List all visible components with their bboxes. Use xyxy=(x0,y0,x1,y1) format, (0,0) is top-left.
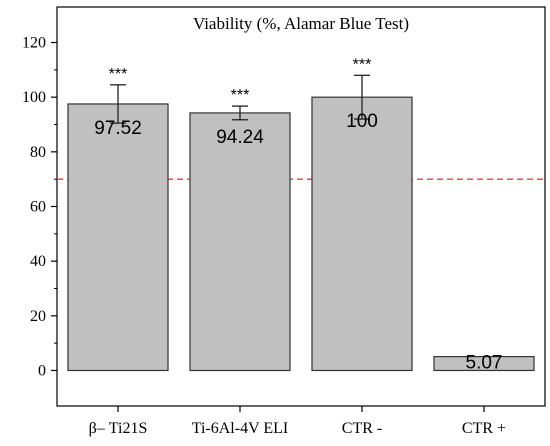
significance-label: *** xyxy=(353,56,372,73)
x-tick-label: CTR - xyxy=(342,420,382,437)
bars: *** 97.52 *** 94.24 *** 100 5.07 xyxy=(67,56,535,373)
value-label: 94.24 xyxy=(216,127,264,148)
value-label: 5.07 xyxy=(466,352,503,373)
x-tick-label: CTR + xyxy=(462,420,506,437)
value-label: 97.52 xyxy=(94,118,142,139)
bar xyxy=(67,103,169,372)
y-tick-label: 120 xyxy=(22,35,46,52)
y-tick-label: 40 xyxy=(30,253,46,270)
x-axis: β– Ti21S Ti-6Al-4V ELI CTR - CTR + xyxy=(89,406,506,437)
value-label: 100 xyxy=(346,111,378,132)
y-tick-label: 60 xyxy=(30,199,46,216)
x-tick-label: Ti-6Al-4V ELI xyxy=(192,420,288,437)
y-tick-label: 80 xyxy=(30,144,46,161)
y-tick-label: 20 xyxy=(30,308,46,325)
significance-label: *** xyxy=(231,87,250,104)
bar xyxy=(189,112,291,372)
significance-label: *** xyxy=(109,66,128,83)
y-tick-label: 0 xyxy=(38,362,46,379)
bar xyxy=(433,356,535,372)
y-tick-label: 100 xyxy=(22,89,46,106)
chart-title: Viability (%, Alamar Blue Test) xyxy=(193,14,409,33)
x-tick-label: β– Ti21S xyxy=(89,420,148,437)
y-axis: 0 20 40 60 80 100 120 xyxy=(22,35,57,379)
bar xyxy=(311,96,413,372)
